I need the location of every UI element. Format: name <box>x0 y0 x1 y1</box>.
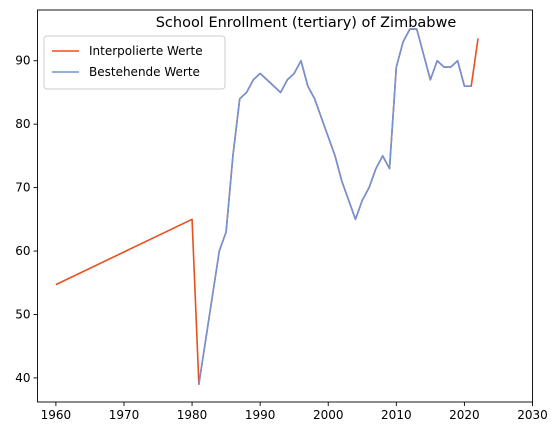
legend-label: Bestehende Werte <box>89 65 200 79</box>
x-axis: 1960 1970 1980 1990 2000 2010 2020 2030 <box>41 402 548 422</box>
y-tick-label: 50 <box>15 307 30 321</box>
y-axis: 40 50 60 70 80 90 <box>15 54 38 385</box>
plot-area <box>55 28 479 386</box>
legend: Interpolierte Werte Bestehende Werte <box>43 35 226 90</box>
plot-frame <box>37 9 533 403</box>
y-tick-label: 90 <box>15 54 30 68</box>
x-tick-label: 1970 <box>109 408 140 422</box>
series-line-2 <box>198 28 472 385</box>
x-tick-label: 2020 <box>449 408 480 422</box>
legend-label: Interpolierte Werte <box>89 44 203 58</box>
x-tick-label: 1980 <box>177 408 208 422</box>
x-tick-label: 2000 <box>313 408 344 422</box>
y-tick-label: 80 <box>15 117 30 131</box>
y-tick-label: 60 <box>15 244 30 258</box>
x-tick-label: 1990 <box>245 408 276 422</box>
x-tick-label: 2030 <box>517 408 548 422</box>
x-tick-label: 1960 <box>41 408 72 422</box>
y-tick-label: 40 <box>15 371 30 385</box>
x-tick-label: 2010 <box>381 408 412 422</box>
y-tick-label: 70 <box>15 181 30 195</box>
legend-box <box>43 35 226 90</box>
chart-title: School Enrollment (tertiary) of Zimbabwe <box>156 15 457 31</box>
